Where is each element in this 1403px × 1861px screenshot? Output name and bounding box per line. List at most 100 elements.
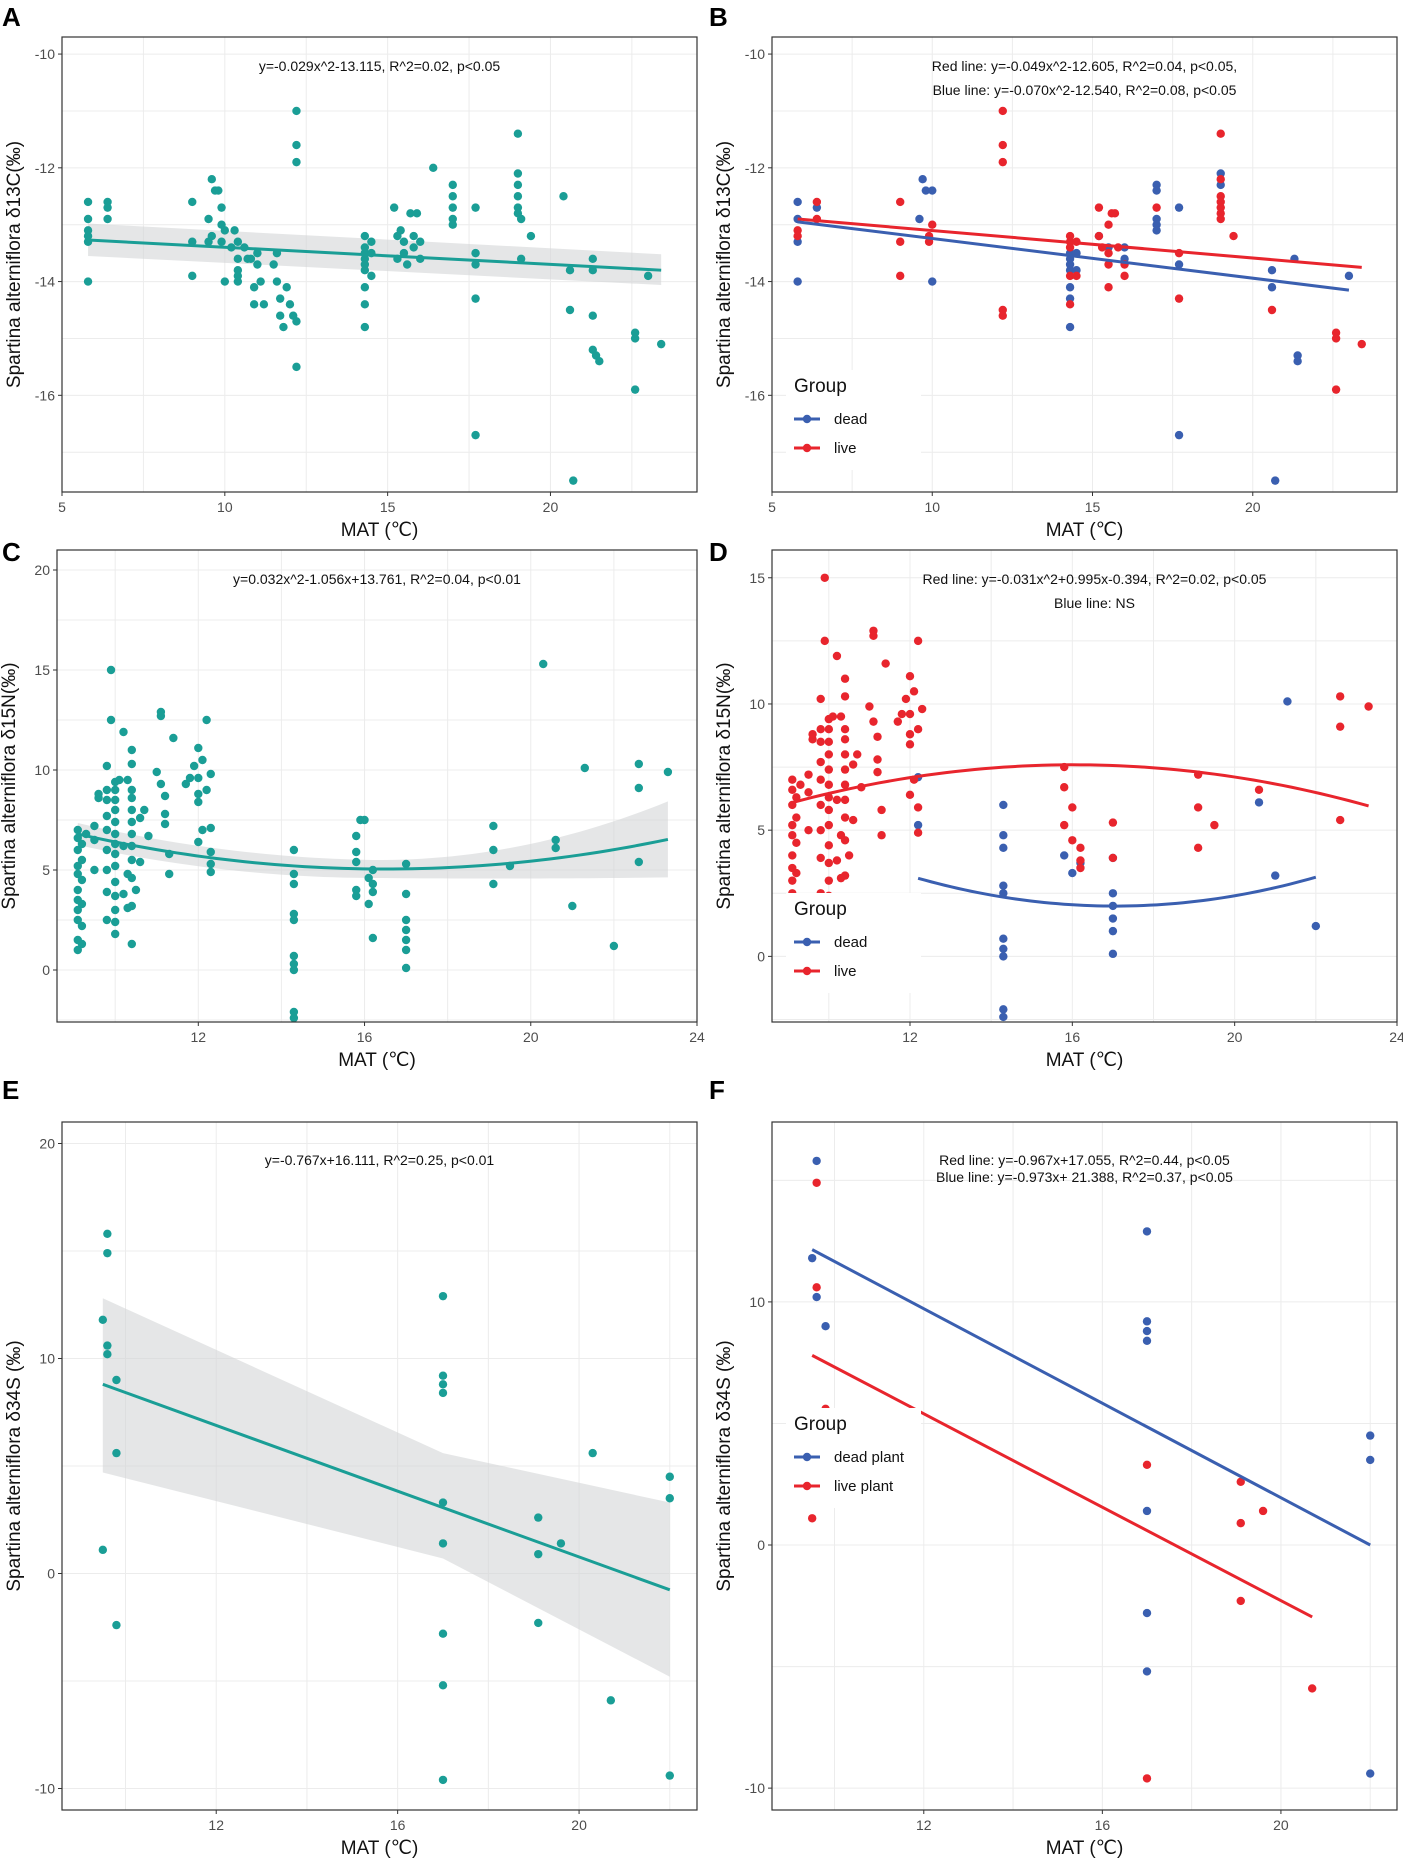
- data-point: [140, 805, 149, 815]
- data-point: [1254, 798, 1264, 807]
- data-point: [539, 659, 548, 669]
- data-point: [401, 915, 411, 925]
- data-point: [233, 277, 243, 286]
- data-point: [102, 811, 112, 821]
- data-point: [840, 871, 850, 880]
- data-point: [206, 823, 215, 833]
- data-point: [289, 1013, 299, 1023]
- data-point: [551, 843, 560, 853]
- x-axis-label: MAT (℃): [341, 1838, 419, 1859]
- dead-fit-curve: [917, 875, 1317, 908]
- data-point: [289, 915, 299, 925]
- data-point: [110, 929, 120, 939]
- data-point: [207, 174, 216, 184]
- data-point: [448, 220, 457, 229]
- data-point: [202, 785, 211, 795]
- data-point: [73, 915, 82, 925]
- data-point: [409, 231, 418, 241]
- data-point: [102, 825, 112, 835]
- data-point: [1065, 243, 1075, 252]
- data-point: [289, 845, 299, 855]
- data-point: [516, 214, 526, 224]
- data-point: [253, 260, 262, 269]
- data-point: [836, 712, 846, 721]
- data-point: [873, 732, 882, 741]
- dead-fit-line: [797, 220, 1350, 292]
- data-point: [112, 1448, 121, 1458]
- data-point: [83, 277, 93, 286]
- data-point: [160, 809, 170, 819]
- equation-text: y=0.032x^2-1.056x+13.761, R^2=0.04, p<0.…: [233, 571, 521, 587]
- data-point: [1357, 339, 1366, 349]
- data-point: [998, 311, 1007, 320]
- axes: 12 16 20 24 0 5 10 15 MAT (℃) Spartina alterniflo…: [714, 570, 1403, 1071]
- data-point: [110, 785, 120, 795]
- data-point: [928, 186, 937, 195]
- data-point: [999, 831, 1008, 840]
- data-point: [1076, 856, 1085, 865]
- data-point: [194, 789, 203, 799]
- data-point: [412, 209, 422, 218]
- equation-text: Blue line: NS: [1054, 595, 1135, 611]
- data-point: [901, 694, 911, 704]
- x-tick-label: 20: [1227, 1029, 1243, 1045]
- legend-point: [802, 414, 812, 424]
- x-tick-label: 10: [924, 499, 940, 515]
- data-point: [110, 805, 120, 815]
- data-point: [534, 1513, 543, 1522]
- data-point: [588, 254, 597, 264]
- data-point: [275, 294, 285, 303]
- data-point: [609, 941, 619, 951]
- data-point: [832, 856, 842, 865]
- x-tick-label: 20: [523, 1029, 539, 1045]
- data-point: [429, 163, 438, 173]
- x-tick-label: 20: [571, 1817, 587, 1833]
- data-point: [73, 885, 82, 895]
- data-point: [643, 271, 653, 281]
- data-point: [905, 709, 915, 719]
- data-point: [1142, 1227, 1152, 1236]
- data-point: [793, 197, 802, 207]
- y-tick-label: 0: [42, 962, 50, 978]
- data-point: [1142, 1774, 1152, 1783]
- series-dead: [913, 697, 1321, 1022]
- y-tick-label: -12: [745, 160, 765, 176]
- data-point: [156, 779, 166, 789]
- data-point: [127, 829, 137, 839]
- y-tick-label: 5: [757, 822, 765, 838]
- data-point: [1108, 926, 1118, 936]
- data-point: [999, 800, 1008, 810]
- data-point: [873, 755, 882, 764]
- data-point: [513, 129, 523, 138]
- data-point: [1293, 356, 1302, 366]
- plot-border: [56, 549, 698, 1023]
- data-point: [1267, 265, 1277, 275]
- data-point: [83, 214, 93, 224]
- equation-text: Red line: y=-0.049x^2-12.605, R^2=0.04, …: [932, 58, 1237, 74]
- data-point: [513, 180, 523, 190]
- legend-point: [802, 937, 812, 947]
- data-point: [220, 277, 230, 286]
- data-point: [360, 300, 370, 309]
- data-point: [489, 821, 498, 831]
- x-tick-label: 5: [58, 499, 66, 515]
- data-point: [807, 1253, 817, 1263]
- data-point: [840, 813, 850, 822]
- data-point: [367, 237, 376, 246]
- data-point: [127, 805, 137, 815]
- series-all: [98, 1229, 674, 1785]
- y-tick-label: 20: [34, 562, 50, 578]
- data-point: [1331, 334, 1341, 343]
- data-point: [259, 300, 269, 309]
- data-point: [913, 725, 923, 734]
- data-point: [1271, 871, 1280, 880]
- dead-fit-line: [811, 1248, 1371, 1547]
- legend-key-live: [794, 443, 820, 453]
- panel-label: C: [2, 537, 21, 567]
- x-tick-label: 12: [916, 1817, 932, 1833]
- data-point: [792, 838, 801, 847]
- data-point: [1366, 1455, 1375, 1465]
- data-point: [1142, 1336, 1152, 1345]
- data-point: [438, 1539, 448, 1548]
- x-tick-label: 16: [390, 1817, 406, 1833]
